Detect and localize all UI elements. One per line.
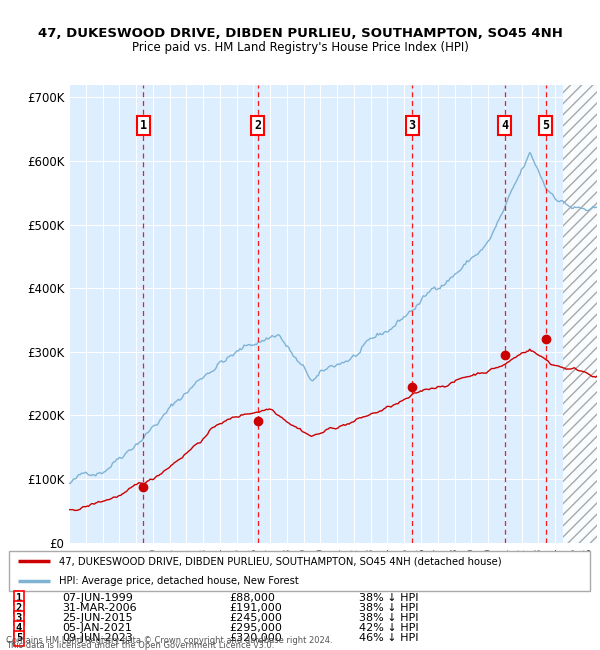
Text: £245,000: £245,000 [229, 613, 283, 623]
Text: £320,000: £320,000 [229, 634, 282, 644]
Text: 3: 3 [409, 119, 416, 132]
Text: Price paid vs. HM Land Registry's House Price Index (HPI): Price paid vs. HM Land Registry's House … [131, 41, 469, 54]
Text: HPI: Average price, detached house, New Forest: HPI: Average price, detached house, New … [59, 576, 299, 586]
Text: 1: 1 [16, 593, 22, 603]
Text: Contains HM Land Registry data © Crown copyright and database right 2024.: Contains HM Land Registry data © Crown c… [6, 636, 332, 645]
Text: 47, DUKESWOOD DRIVE, DIBDEN PURLIEU, SOUTHAMPTON, SO45 4NH: 47, DUKESWOOD DRIVE, DIBDEN PURLIEU, SOU… [38, 27, 562, 40]
Text: 31-MAR-2006: 31-MAR-2006 [62, 603, 136, 613]
Text: This data is licensed under the Open Government Licence v3.0.: This data is licensed under the Open Gov… [6, 641, 274, 650]
FancyBboxPatch shape [9, 551, 590, 591]
Text: 38% ↓ HPI: 38% ↓ HPI [359, 593, 418, 603]
Text: 38% ↓ HPI: 38% ↓ HPI [359, 613, 418, 623]
Text: 5: 5 [16, 634, 22, 644]
Text: 47, DUKESWOOD DRIVE, DIBDEN PURLIEU, SOUTHAMPTON, SO45 4NH (detached house): 47, DUKESWOOD DRIVE, DIBDEN PURLIEU, SOU… [59, 556, 502, 566]
Text: 42% ↓ HPI: 42% ↓ HPI [359, 623, 418, 633]
Text: £191,000: £191,000 [229, 603, 282, 613]
Bar [563, 84, 597, 543]
Text: 2: 2 [16, 603, 22, 613]
Text: 5: 5 [542, 119, 549, 132]
Text: 07-JUN-1999: 07-JUN-1999 [62, 593, 133, 603]
Text: £295,000: £295,000 [229, 623, 283, 633]
Text: 1: 1 [140, 119, 147, 132]
Text: 4: 4 [16, 623, 22, 633]
Text: 4: 4 [502, 119, 509, 132]
Text: 09-JUN-2023: 09-JUN-2023 [62, 634, 133, 644]
Text: 2: 2 [254, 119, 261, 132]
Text: £88,000: £88,000 [229, 593, 275, 603]
Text: 05-JAN-2021: 05-JAN-2021 [62, 623, 132, 633]
Text: 3: 3 [16, 613, 22, 623]
Text: 46% ↓ HPI: 46% ↓ HPI [359, 634, 418, 644]
Text: 38% ↓ HPI: 38% ↓ HPI [359, 603, 418, 613]
Text: 25-JUN-2015: 25-JUN-2015 [62, 613, 133, 623]
